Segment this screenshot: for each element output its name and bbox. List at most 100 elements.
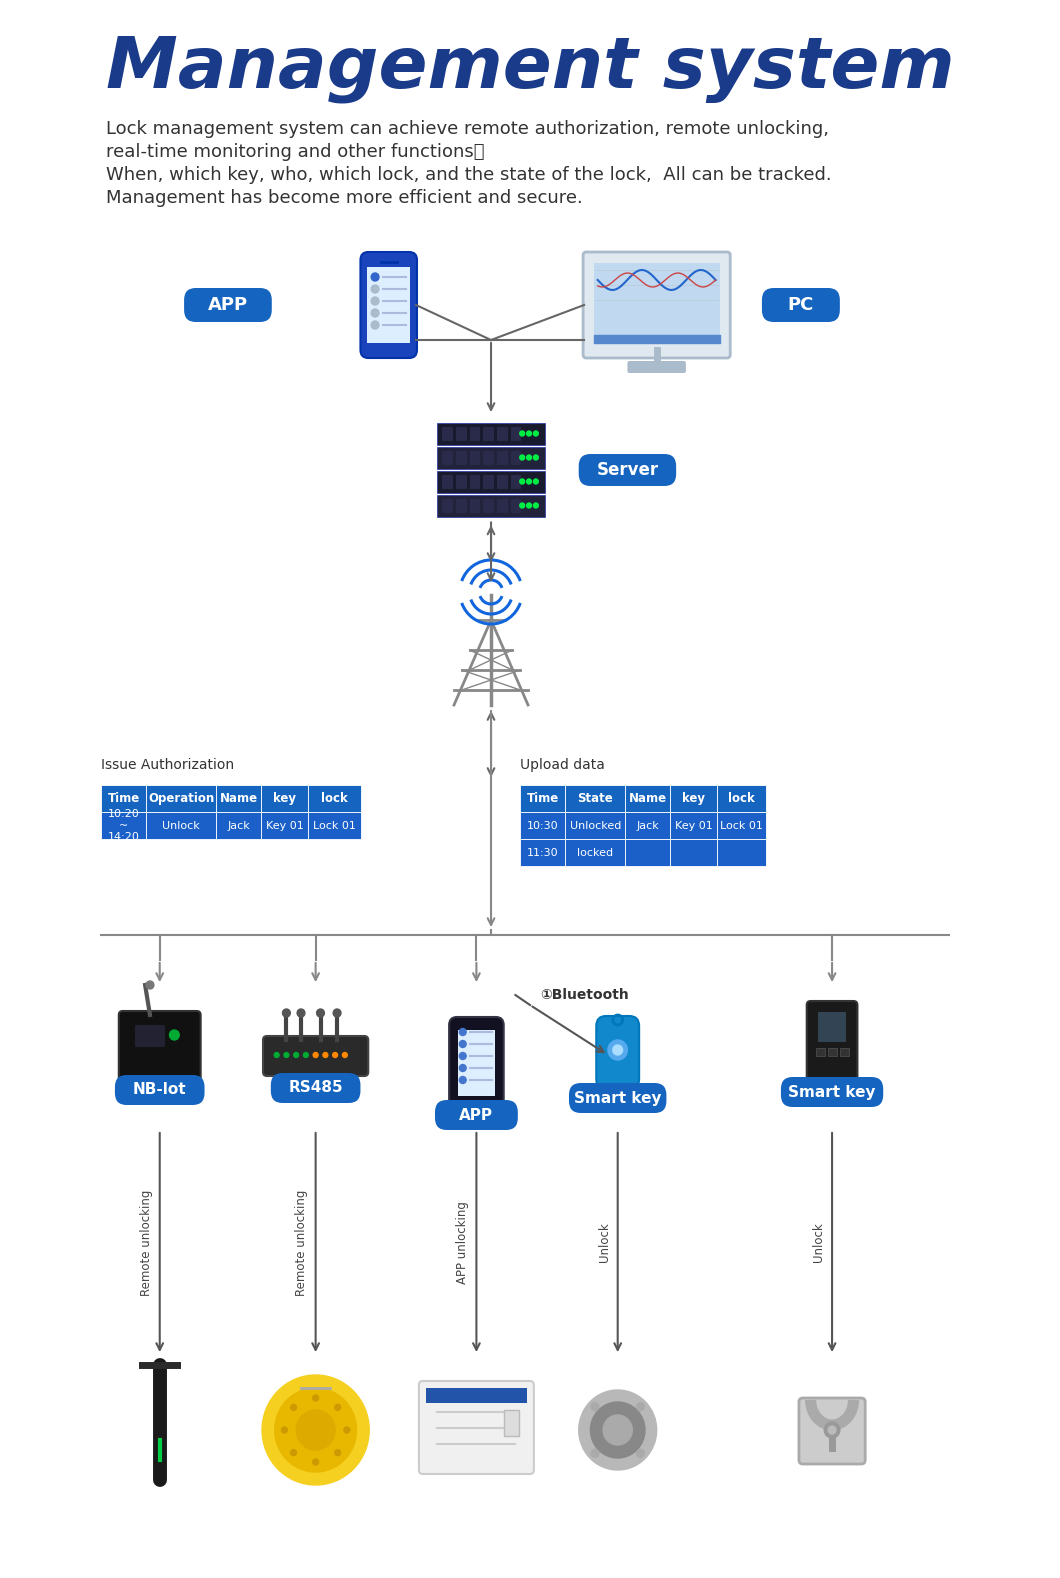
Text: ①Bluetooth: ①Bluetooth (540, 988, 629, 1002)
Circle shape (519, 480, 525, 484)
Circle shape (303, 1053, 308, 1057)
Text: Lock 01: Lock 01 (720, 821, 763, 830)
Text: 10:30: 10:30 (527, 821, 559, 830)
Circle shape (371, 320, 379, 328)
FancyBboxPatch shape (717, 813, 765, 839)
FancyBboxPatch shape (520, 839, 565, 866)
Circle shape (371, 286, 379, 294)
Circle shape (333, 1008, 341, 1016)
FancyBboxPatch shape (456, 475, 466, 489)
FancyBboxPatch shape (504, 1411, 519, 1436)
Circle shape (294, 1053, 299, 1057)
FancyBboxPatch shape (456, 499, 466, 513)
Circle shape (275, 1053, 279, 1057)
Circle shape (459, 1029, 466, 1035)
FancyBboxPatch shape (456, 450, 466, 464)
Circle shape (637, 1403, 644, 1411)
Text: When, which key, who, which lock, and the state of the lock,  All can be tracked: When, which key, who, which lock, and th… (106, 166, 832, 185)
FancyBboxPatch shape (670, 784, 717, 813)
FancyBboxPatch shape (511, 499, 522, 513)
Circle shape (828, 1427, 836, 1434)
Circle shape (333, 1053, 337, 1057)
FancyBboxPatch shape (456, 426, 466, 440)
Circle shape (459, 1053, 466, 1059)
Text: Management has become more efficient and secure.: Management has become more efficient and… (106, 189, 583, 207)
Circle shape (527, 431, 531, 436)
Circle shape (170, 1030, 179, 1040)
FancyBboxPatch shape (270, 1073, 360, 1103)
Circle shape (290, 1450, 297, 1455)
Circle shape (282, 1427, 287, 1433)
Text: real-time monitoring and other functions。: real-time monitoring and other functions… (106, 144, 484, 161)
FancyBboxPatch shape (438, 470, 545, 492)
Circle shape (533, 480, 538, 484)
FancyBboxPatch shape (261, 813, 307, 839)
FancyBboxPatch shape (828, 1048, 837, 1056)
FancyBboxPatch shape (511, 426, 522, 440)
Circle shape (533, 454, 538, 461)
Circle shape (591, 1403, 599, 1411)
FancyBboxPatch shape (438, 423, 545, 445)
Text: State: State (578, 792, 613, 805)
FancyBboxPatch shape (263, 1037, 368, 1076)
FancyBboxPatch shape (119, 1011, 200, 1084)
Text: APP: APP (208, 297, 248, 314)
FancyBboxPatch shape (594, 264, 720, 338)
Text: Lock management system can achieve remote authorization, remote unlocking,: Lock management system can achieve remot… (106, 120, 829, 137)
FancyBboxPatch shape (497, 499, 508, 513)
Circle shape (371, 309, 379, 317)
Circle shape (519, 431, 525, 436)
Circle shape (290, 1404, 297, 1411)
Text: APP: APP (459, 1108, 493, 1122)
Text: locked: locked (578, 847, 614, 857)
FancyBboxPatch shape (781, 1078, 883, 1108)
FancyBboxPatch shape (435, 1100, 518, 1130)
FancyBboxPatch shape (816, 1048, 826, 1056)
FancyBboxPatch shape (470, 450, 480, 464)
Text: Time: Time (527, 792, 559, 805)
Circle shape (343, 1427, 350, 1433)
Text: Remote unlocking: Remote unlocking (140, 1190, 153, 1296)
FancyBboxPatch shape (216, 813, 261, 839)
Circle shape (262, 1374, 369, 1485)
Circle shape (284, 1053, 288, 1057)
FancyBboxPatch shape (449, 1016, 504, 1112)
Text: Key 01: Key 01 (675, 821, 712, 830)
Circle shape (825, 1422, 840, 1438)
FancyBboxPatch shape (520, 784, 565, 813)
FancyBboxPatch shape (625, 813, 670, 839)
Circle shape (608, 1040, 628, 1060)
Text: PC: PC (788, 297, 814, 314)
Circle shape (519, 454, 525, 461)
FancyBboxPatch shape (818, 1011, 846, 1041)
FancyBboxPatch shape (261, 784, 307, 813)
Circle shape (527, 454, 531, 461)
Text: Name: Name (219, 792, 258, 805)
FancyBboxPatch shape (565, 784, 625, 813)
FancyBboxPatch shape (583, 252, 730, 358)
FancyBboxPatch shape (799, 1398, 865, 1464)
FancyBboxPatch shape (367, 267, 410, 342)
Text: Operation: Operation (148, 792, 214, 805)
Circle shape (342, 1053, 348, 1057)
FancyBboxPatch shape (670, 839, 717, 866)
FancyBboxPatch shape (307, 813, 361, 839)
Text: Lock 01: Lock 01 (313, 821, 356, 830)
Circle shape (283, 1008, 290, 1016)
Circle shape (527, 503, 531, 508)
FancyBboxPatch shape (483, 426, 494, 440)
FancyBboxPatch shape (307, 784, 361, 813)
Text: Unlocked: Unlocked (569, 821, 621, 830)
Circle shape (533, 431, 538, 436)
Circle shape (519, 503, 525, 508)
FancyBboxPatch shape (762, 289, 840, 322)
FancyBboxPatch shape (419, 1381, 534, 1474)
FancyBboxPatch shape (670, 813, 717, 839)
Circle shape (371, 273, 379, 281)
FancyBboxPatch shape (511, 450, 522, 464)
FancyBboxPatch shape (807, 1000, 858, 1089)
FancyBboxPatch shape (442, 450, 453, 464)
FancyBboxPatch shape (438, 494, 545, 516)
FancyBboxPatch shape (579, 454, 676, 486)
Circle shape (146, 982, 154, 989)
